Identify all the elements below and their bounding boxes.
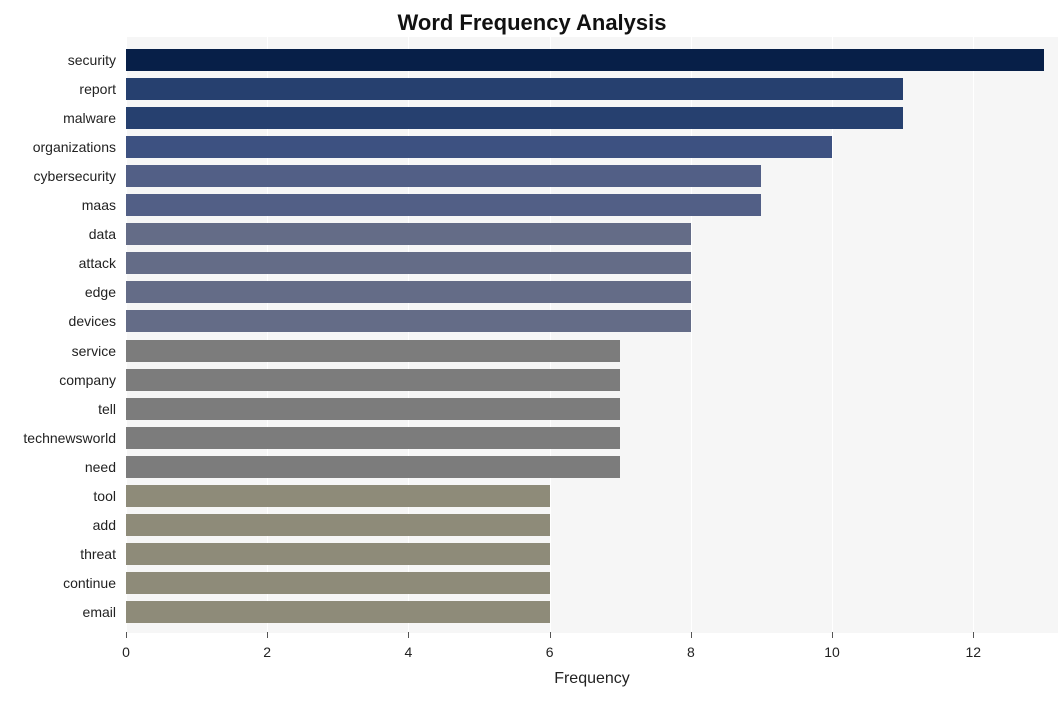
y-tick-label: devices xyxy=(69,313,116,329)
y-tick-label: cybersecurity xyxy=(34,168,116,184)
x-tick-label: 0 xyxy=(122,644,130,660)
bar xyxy=(126,572,550,594)
x-tick-mark xyxy=(550,632,551,638)
y-tick-label: tool xyxy=(93,488,116,504)
y-tick-label: malware xyxy=(63,110,116,126)
bar xyxy=(126,49,1044,71)
bar xyxy=(126,543,550,565)
y-axis-labels: security report malware organizations cybers… xyxy=(0,36,120,632)
bar xyxy=(126,136,832,158)
bar xyxy=(126,485,550,507)
y-tick-label: data xyxy=(89,226,116,242)
x-tick-label: 10 xyxy=(824,644,840,660)
x-tick-label: 2 xyxy=(263,644,271,660)
bar xyxy=(126,310,691,332)
bar xyxy=(126,514,550,536)
chart-canvas: Word Frequency Analysis security report ma… xyxy=(0,0,1064,701)
x-tick-label: 8 xyxy=(687,644,695,660)
y-tick-label: add xyxy=(93,517,116,533)
x-tick-mark xyxy=(126,632,127,638)
x-tick-mark xyxy=(691,632,692,638)
x-tick-mark xyxy=(267,632,268,638)
x-tick-mark xyxy=(408,632,409,638)
bar xyxy=(126,78,903,100)
bar xyxy=(126,194,761,216)
bar xyxy=(126,456,620,478)
x-tick-label: 12 xyxy=(965,644,981,660)
bar xyxy=(126,223,691,245)
y-tick-label: company xyxy=(59,372,116,388)
y-tick-label: email xyxy=(83,604,116,620)
bars-layer xyxy=(126,36,1058,632)
y-tick-label: report xyxy=(79,81,116,97)
bar xyxy=(126,398,620,420)
y-tick-label: organizations xyxy=(33,139,116,155)
chart-title: Word Frequency Analysis xyxy=(0,10,1064,36)
bar xyxy=(126,281,691,303)
bar xyxy=(126,165,761,187)
bar xyxy=(126,252,691,274)
x-axis-title: Frequency xyxy=(126,670,1058,688)
bar xyxy=(126,427,620,449)
x-tick-mark xyxy=(973,632,974,638)
y-tick-label: threat xyxy=(80,546,116,562)
y-tick-label: security xyxy=(68,52,116,68)
bar xyxy=(126,601,550,623)
y-tick-label: service xyxy=(72,343,116,359)
y-tick-label: need xyxy=(85,459,116,475)
x-tick-label: 6 xyxy=(546,644,554,660)
y-tick-label: edge xyxy=(85,284,116,300)
y-tick-label: technewsworld xyxy=(23,430,116,446)
bar xyxy=(126,340,620,362)
y-tick-label: tell xyxy=(98,401,116,417)
bar xyxy=(126,369,620,391)
y-tick-label: maas xyxy=(82,197,116,213)
y-tick-label: attack xyxy=(79,255,116,271)
x-tick-label: 4 xyxy=(405,644,413,660)
y-tick-label: continue xyxy=(63,575,116,591)
bar xyxy=(126,107,903,129)
x-tick-mark xyxy=(832,632,833,638)
